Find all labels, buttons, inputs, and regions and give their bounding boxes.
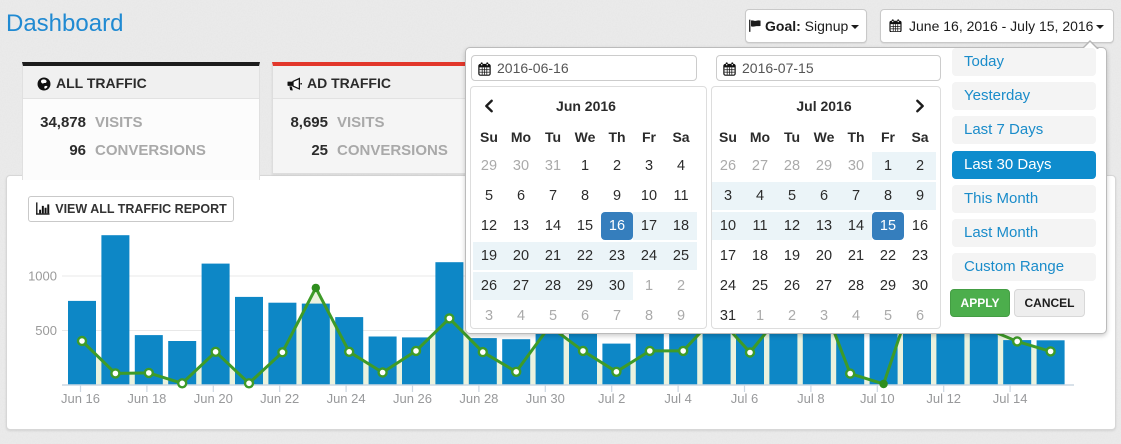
svg-text:Jul 6: Jul 6: [731, 391, 758, 406]
svg-text:Jun 24: Jun 24: [327, 391, 366, 406]
svg-text:Jun 22: Jun 22: [260, 391, 299, 406]
svg-text:Jun 20: Jun 20: [194, 391, 233, 406]
svg-text:Jun 26: Jun 26: [393, 391, 432, 406]
svg-text:Jul 4: Jul 4: [664, 391, 691, 406]
svg-text:1000: 1000: [28, 269, 57, 284]
svg-text:Jul 8: Jul 8: [797, 391, 824, 406]
svg-text:Jul 2: Jul 2: [598, 391, 625, 406]
svg-text:500: 500: [35, 323, 57, 338]
svg-text:Jun 30: Jun 30: [526, 391, 565, 406]
svg-text:Jun 18: Jun 18: [127, 391, 166, 406]
svg-text:Jul 10: Jul 10: [860, 391, 895, 406]
svg-text:Jul 12: Jul 12: [926, 391, 961, 406]
svg-text:Jun 28: Jun 28: [459, 391, 498, 406]
svg-text:Jun 16: Jun 16: [61, 391, 100, 406]
svg-text:Jul 14: Jul 14: [993, 391, 1028, 406]
